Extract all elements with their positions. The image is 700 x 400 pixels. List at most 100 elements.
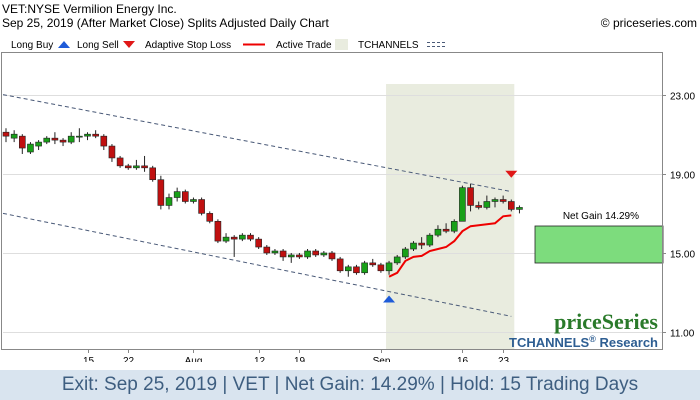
net-gain-box — [534, 225, 664, 264]
candle — [230, 235, 238, 257]
candle-body — [84, 133, 91, 137]
y-tick-label: 11.00 — [670, 329, 695, 340]
candle — [67, 132, 75, 145]
candle — [182, 189, 189, 204]
trade-markers — [383, 170, 518, 303]
adaptive-stop-loss — [388, 214, 512, 278]
candle-body — [100, 135, 108, 147]
long-sell-arrow-icon — [505, 170, 518, 178]
active-trade-region — [386, 84, 515, 349]
candle-body — [173, 191, 181, 198]
legend-active-trade-icon — [335, 39, 348, 50]
candle-body — [418, 242, 425, 246]
candle — [312, 249, 320, 257]
candle — [124, 163, 132, 170]
candle — [141, 155, 148, 172]
candle-body — [475, 205, 483, 208]
x-tick-label: 19 — [294, 356, 306, 362]
candle — [507, 199, 515, 212]
candle — [157, 175, 165, 210]
candle — [328, 250, 336, 261]
price-chart: Net Gain 14.29% priceSeries TCHANNELS® R… — [1, 39, 695, 362]
candle — [190, 197, 197, 204]
candle — [296, 252, 303, 259]
candle-body — [459, 187, 466, 222]
candle-body — [157, 179, 165, 206]
candle-body — [141, 165, 148, 169]
candle — [206, 211, 214, 224]
watermark-research: TCHANNELS® Research — [509, 334, 658, 350]
candle-body — [10, 133, 18, 139]
candle-body — [491, 199, 499, 202]
legend-long-buy-label: Long Buy — [11, 40, 53, 51]
y-tick-label: 15.00 — [670, 250, 695, 261]
candle-body — [149, 167, 156, 181]
candle-body — [133, 165, 140, 169]
candle-body — [434, 228, 442, 236]
active-trade-shade — [386, 84, 515, 349]
y-axis: 23.00 19.00 15.00 11.00 — [662, 92, 695, 340]
candle-body — [247, 234, 254, 240]
legend-long-sell-icon — [123, 41, 135, 48]
candle — [18, 134, 26, 154]
candle — [92, 130, 99, 139]
candle — [27, 142, 34, 154]
candle-body — [426, 234, 434, 246]
candle — [450, 219, 458, 234]
candle-body — [353, 266, 360, 274]
candlesticks — [2, 128, 523, 277]
candle — [344, 264, 352, 277]
candle — [516, 205, 523, 214]
candle — [108, 144, 116, 162]
chart-subtitle: Sep 25, 2019 (After Market Close) Splits… — [2, 16, 329, 30]
legend-adaptive-stop-label: Adaptive Stop Loss — [145, 40, 231, 51]
candle-body — [263, 246, 271, 254]
candle-body — [304, 250, 311, 258]
candle-body — [222, 236, 230, 242]
candle — [426, 233, 434, 248]
watermark-brand: priceSeries — [554, 309, 658, 334]
candle — [369, 258, 377, 267]
candle-body — [369, 262, 377, 266]
candle — [149, 165, 156, 182]
candle-body — [116, 157, 124, 167]
net-gain-group: Net Gain 14.29% — [534, 211, 664, 264]
candle-body — [402, 248, 409, 258]
candle — [410, 241, 417, 251]
candle-body — [450, 220, 458, 232]
y-tick-label: 19.00 — [670, 171, 695, 182]
candle — [491, 197, 499, 208]
legend-tchannels-label: TCHANNELS — [358, 40, 419, 51]
candle — [35, 140, 42, 151]
candle-body — [76, 135, 83, 138]
candle — [43, 136, 51, 145]
candle-body — [516, 207, 523, 210]
channel-line — [2, 212, 512, 317]
candle — [442, 223, 450, 234]
candle — [214, 219, 222, 244]
candle — [361, 260, 368, 275]
candle-body — [27, 143, 34, 153]
candle-body — [182, 191, 189, 202]
candle — [402, 247, 409, 259]
candle-body — [214, 220, 222, 242]
x-tick-label: 15 — [83, 356, 95, 362]
candle — [475, 201, 483, 210]
candle-body — [361, 262, 368, 274]
candle — [279, 249, 287, 261]
candle-body — [344, 266, 352, 272]
candle — [76, 128, 83, 143]
candle-body — [190, 199, 197, 202]
candle-body — [165, 197, 173, 206]
candle — [247, 233, 254, 242]
candle — [377, 262, 385, 273]
candle — [84, 132, 91, 141]
candle — [304, 249, 311, 259]
watermark: priceSeries TCHANNELS® Research — [509, 309, 658, 350]
candle — [100, 134, 108, 151]
candle-body — [442, 228, 450, 232]
candle-body — [51, 137, 59, 141]
candle — [385, 260, 393, 275]
candle-body — [59, 139, 67, 143]
copyright-label: © priceseries.com — [600, 16, 697, 30]
